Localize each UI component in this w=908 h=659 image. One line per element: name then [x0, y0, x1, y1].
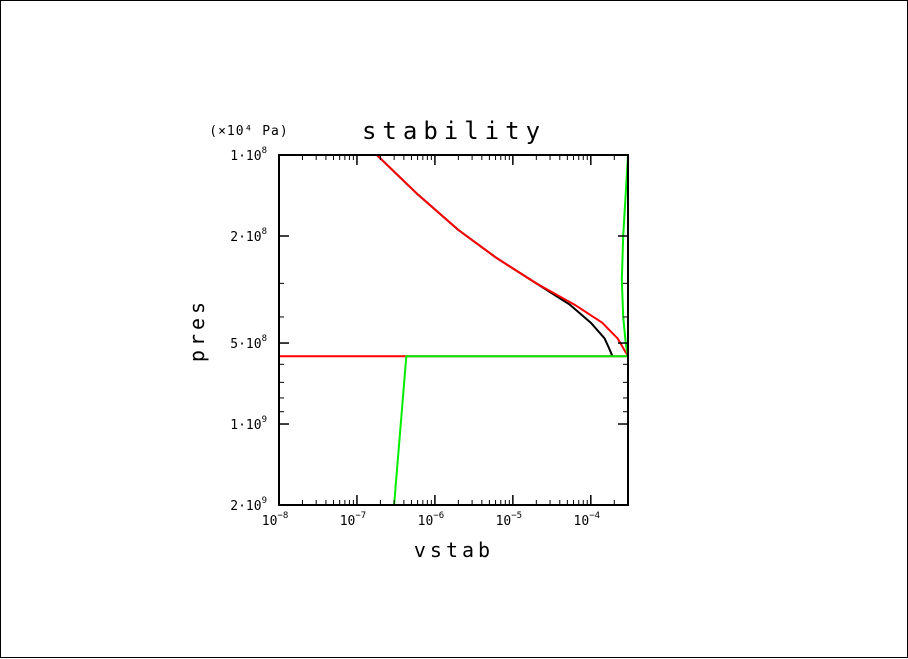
y-tick-label: 5·108	[230, 334, 267, 352]
x-tick-labels: 10−8 10−7 10−6 10−5 10−4	[262, 511, 600, 529]
y-tick-label: 1·109	[230, 415, 267, 433]
x-axis-title: vstab	[414, 538, 494, 562]
plot-area-border	[278, 154, 629, 506]
minor-ticks	[279, 154, 628, 506]
series-line-2	[393, 154, 629, 506]
series-line-1	[278, 154, 629, 505]
y-tick-label: 2·108	[230, 227, 267, 245]
y-tick-labels: 1·108 2·108 5·108 1·109 2·109	[230, 146, 267, 514]
x-tick-label: 10−7	[340, 511, 367, 529]
y-tick-label: 2·109	[230, 496, 267, 514]
x-tick-label: 10−6	[418, 511, 445, 529]
y-tick-label: 1·108	[230, 146, 267, 164]
x-tick-label: 10−5	[496, 511, 522, 529]
x-tick-label: 10−4	[574, 511, 601, 529]
y-axis-title: pres	[185, 298, 209, 362]
chart-title: stability	[362, 117, 546, 145]
series-layer	[278, 154, 629, 506]
y-axis-unit: (×10⁴ Pa)	[209, 124, 288, 139]
major-ticks	[278, 154, 628, 506]
x-tick-label: 10−8	[262, 511, 289, 529]
